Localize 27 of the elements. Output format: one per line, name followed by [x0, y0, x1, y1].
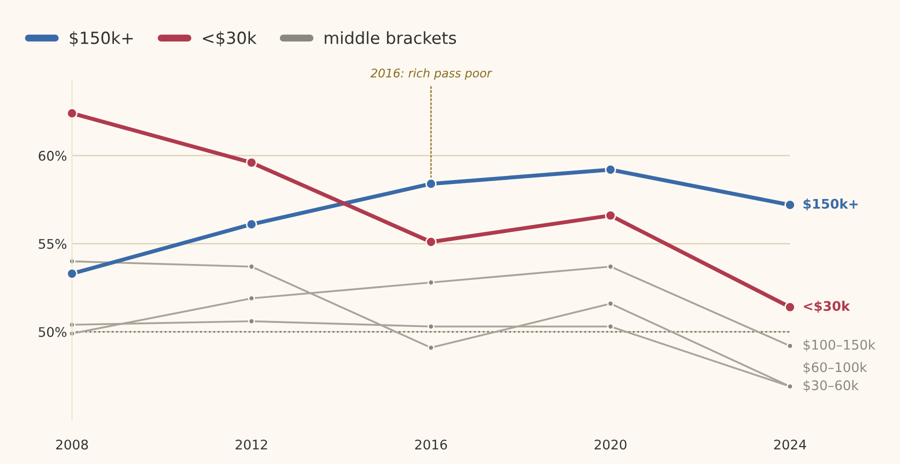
- x-tick-label: 2020: [594, 440, 626, 450]
- point: [246, 218, 258, 230]
- annotation: 2016: rich pass poor: [370, 68, 492, 80]
- point: [784, 302, 796, 313]
- x-tick-label: 2012: [236, 440, 267, 450]
- series-label: $100–150k: [804, 340, 876, 352]
- series-label: $60–100k: [804, 362, 868, 374]
- x-tick-label: 2008: [56, 440, 88, 450]
- y-tick-label: 60%: [38, 150, 66, 161]
- point: [425, 178, 437, 190]
- point: [246, 157, 258, 168]
- point: [66, 268, 78, 280]
- legend-label: $150k+: [70, 31, 133, 46]
- x-tick-label: 2024: [774, 440, 806, 450]
- x-tick-label: 2016: [415, 440, 447, 450]
- text: middle brackets: [324, 31, 456, 44]
- series-label: $30–60k: [804, 380, 859, 392]
- point: [604, 164, 616, 176]
- point: [66, 108, 78, 119]
- point: [784, 199, 796, 210]
- y-tick-label: 55%: [38, 238, 66, 249]
- point: [604, 210, 616, 222]
- text: $150k+: [804, 198, 858, 211]
- point: [425, 236, 437, 248]
- y-tick-label: 50%: [38, 327, 66, 338]
- text: <$30k: [804, 300, 850, 313]
- legend-label: <$30k: [202, 31, 257, 46]
